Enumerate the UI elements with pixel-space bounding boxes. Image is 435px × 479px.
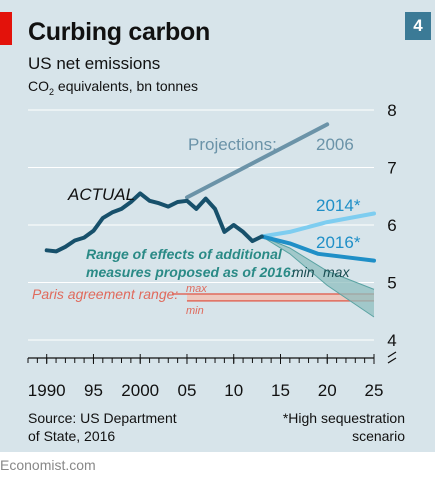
paris-band (186, 294, 374, 301)
chart-subtitle: US net emissions (28, 54, 161, 73)
units-main: CO (28, 78, 49, 94)
chart-units: CO2 equivalents, bn tonnes (28, 78, 198, 97)
series-line-2006 (185, 122, 330, 200)
range-min-label: min (292, 264, 315, 280)
series-line-2014 (259, 211, 376, 239)
paris-layer: Paris agreement range: max min (28, 283, 374, 317)
red-tag (0, 12, 12, 45)
chart-number-badge: 4 (405, 12, 431, 40)
footnote: *High sequestration scenario (205, 409, 405, 445)
x-tick-label: 1990 (28, 381, 66, 400)
axis-layer: 1990 95 2000 05 10 15 20 25 (27, 351, 397, 400)
series-layer (44, 122, 376, 263)
series-line-actual (44, 191, 264, 254)
range-band-lower (261, 236, 375, 318)
series-label-2006: 2006 (316, 135, 354, 154)
x-tick-label: 05 (178, 381, 197, 400)
series-label-2014: 2014* (316, 196, 361, 215)
series-label-2016: 2016* (316, 233, 361, 252)
footnote-line-2: scenario (352, 428, 405, 444)
x-tick-label: 25 (365, 381, 384, 400)
series-line-2016 (259, 234, 376, 263)
source-note: Source: US Department of State, 2016 (28, 409, 228, 445)
paris-label-bg (28, 284, 172, 304)
x-tick-label: 15 (271, 381, 290, 400)
y-tick-label: 5 (387, 274, 396, 293)
axis-break-icon (387, 351, 397, 364)
x-tick-label: 2000 (121, 381, 159, 400)
paris-min-label: min (186, 305, 204, 317)
x-tick-label: 20 (318, 381, 337, 400)
range-max-label: max (323, 264, 350, 280)
units-rest: equivalents, bn tonnes (54, 78, 199, 94)
x-tick-label: 95 (84, 381, 103, 400)
source-line-2: of State, 2016 (28, 428, 116, 444)
range-band-upper (261, 236, 375, 290)
projections-label: Projections: (188, 135, 277, 154)
range-label-line-2: measures proposed as of 2016: (86, 264, 295, 280)
label-layer: Projections: 2006 ACTUAL 2014* 2016* Range of… (67, 135, 361, 280)
y-tick-label: 4 (387, 331, 396, 350)
range-band-area (261, 236, 374, 317)
range-label-line-1: Range of effects of additional (86, 246, 283, 262)
x-tick-label: 10 (224, 381, 243, 400)
paris-max-label: max (186, 283, 207, 295)
chart-title: Curbing carbon (28, 18, 210, 46)
source-line-1: Source: US Department (28, 410, 177, 426)
chart-card (0, 0, 435, 452)
units-sub: 2 (49, 86, 55, 97)
y-tick-label: 7 (387, 159, 396, 178)
y-tick-label: 6 (387, 216, 396, 235)
band-layer (261, 236, 375, 318)
footnote-line-1: *High sequestration (282, 410, 405, 426)
grid-layer: 4 5 6 7 8 (28, 101, 397, 350)
actual-label: ACTUAL (67, 185, 135, 204)
brand-label: Economist.com (0, 457, 96, 473)
paris-label: Paris agreement range: (32, 286, 178, 302)
y-tick-label: 8 (387, 101, 396, 120)
